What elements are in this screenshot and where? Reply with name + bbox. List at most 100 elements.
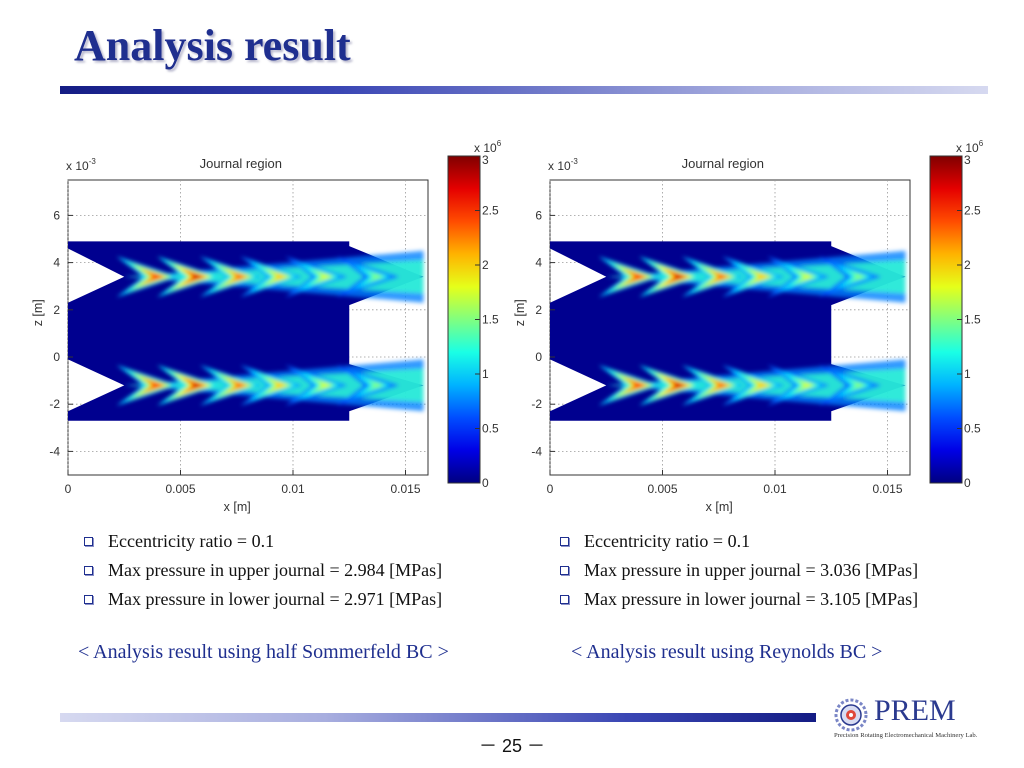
colorbar [447,155,481,484]
pressure-chevron [188,380,204,391]
pressure-chevron [798,271,814,282]
colorbar-tick-label: 2.5 [964,204,981,218]
colorbar-tick-label: 2 [482,258,489,272]
y-multiplier-exponent: -3 [571,157,579,166]
y-tick-label: 0 [535,350,542,364]
pressure-chevron [753,271,769,282]
pressure-chevron [173,264,212,290]
pressure-chevron [698,372,736,398]
pressure-chevron [738,372,777,398]
list-item: Max pressure in lower journal = 3.105 [M… [554,585,1014,614]
page-number: － 25 － [478,736,546,756]
y-tick-label: 6 [53,208,60,222]
y-tick-label: 4 [535,256,542,270]
colorbar-tick-label: 0 [482,476,489,490]
x-tick-label: 0.015 [390,482,420,496]
pressure-chevron [223,268,250,286]
lower-journal-band [116,359,424,412]
list-item: Max pressure in upper journal = 3.036 [M… [554,556,1014,585]
pressure-chevron [663,268,690,286]
pressure-chevron [140,268,167,286]
pressure-chevron [663,376,690,394]
pressure-chevron [181,268,208,286]
colorbar-multiplier: x 106 [956,139,984,155]
pressure-chevron [670,380,686,391]
upper-journal-band [116,250,424,303]
colorbar-tick-label: 0.5 [482,422,499,436]
colorbar-tick-label: 0 [964,476,971,490]
colorbar-multiplier: x 106 [474,139,502,155]
pressure-chevron [713,271,729,282]
pressure-chevron [629,380,646,391]
x-tick-label: 0.01 [281,482,305,496]
pressure-chevron [791,376,818,394]
chart-title: Journal region [682,156,764,171]
pressure-chevron [713,380,729,391]
colorbar-tick-label: 1.5 [964,313,981,327]
pressure-chevron [309,376,336,394]
pressure-chevron [353,372,392,398]
square-bullet-icon [560,566,569,575]
pressure-chevron [353,264,392,290]
bullet-text: Eccentricity ratio = 0.1 [108,531,275,551]
lower-journal-band [598,359,906,412]
y-tick-label: -2 [49,397,60,411]
x-tick-label: 0 [65,482,72,496]
logo-text: PREM [874,694,956,727]
pressure-chevron [655,264,694,290]
pressure-chevron [316,380,332,391]
colorbar-tick-label: 0.5 [964,422,981,436]
bullet-text: Eccentricity ratio = 0.1 [584,531,751,551]
list-item: Max pressure in lower journal = 2.971 [M… [78,585,538,614]
pressure-chevron [738,264,777,290]
caption-left: < Analysis result using half Sommerfeld … [78,641,449,663]
pressure-chevron [181,376,208,394]
pressure-chevron [147,380,164,391]
x-tick-label: 0.005 [647,482,677,496]
pressure-chevron [140,376,167,394]
colorbar-tick-label: 1.5 [482,313,499,327]
chart-panel-left: 0 0.005 0.01 0.015 6 4 2 0 -2 -4 Journal region x [… [30,132,502,514]
list-item: Max pressure in upper journal = 2.984 [M… [78,556,538,585]
colorbar-tick-label: 1 [964,367,971,381]
pressure-chevron [256,264,295,290]
pressure-chevron [264,376,291,394]
y-tick-label: 6 [535,208,542,222]
y-tick-label: 2 [535,303,542,317]
slide-title: Analysis result [74,21,351,70]
pressure-chevron [850,380,866,391]
y-axis-label: z [m] [31,299,45,326]
pressure-chevron [361,376,388,394]
pressure-chevron [309,268,336,286]
y-tick-label: -4 [49,444,60,458]
square-bullet-icon [84,595,93,604]
prem-logo: PREM Precision Rotating Electromechanica… [834,694,994,746]
colorbar-tick-label: 1 [482,367,489,381]
pressure-chevron [173,372,212,398]
bullet-list-right: Eccentricity ratio = 0.1 Max pressure in… [554,527,1014,614]
pressure-chevron [316,271,332,282]
colorbar-tick-label: 3 [964,153,971,167]
pressure-chevron [264,268,291,286]
x-axis-label: x [m] [224,500,251,514]
pressure-chevron [368,271,384,282]
y-multiplier: x 10-3 [66,157,96,173]
colorbar-tick-label: 3 [482,153,489,167]
pressure-chevron [655,372,694,398]
pressure-chevron [753,380,769,391]
colorbar-multiplier-exponent: 6 [497,139,502,148]
upper-journal-band [598,250,906,303]
bullet-list-left: Eccentricity ratio = 0.1 Max pressure in… [78,527,538,614]
pressure-chevron [231,271,247,282]
pressure-chevron [132,264,171,290]
pressure-chevron [705,376,732,394]
chart-title: Journal region [200,156,282,171]
pressure-chevron [231,380,247,391]
pressure-chevron [783,372,822,398]
pressure-chevron [271,380,287,391]
pressure-chevron [368,380,384,391]
pressure-chevron [147,271,164,282]
chart-panel-right: 0 0.005 0.01 0.015 6 4 2 0 -2 -4 Journal region x [… [512,132,984,514]
x-tick-label: 0.005 [165,482,195,496]
bullet-text: Max pressure in lower journal = 3.105 [M… [584,589,919,609]
